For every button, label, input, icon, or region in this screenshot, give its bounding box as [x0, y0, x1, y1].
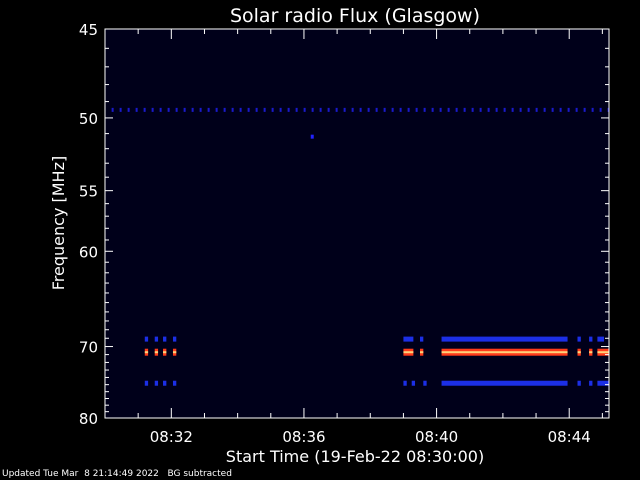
- band-segment: [597, 336, 605, 342]
- band-segment: [163, 380, 167, 386]
- x-ticks: 08:32 08:36 08:40 08:44: [137, 29, 603, 446]
- points-layer: [310, 134, 314, 139]
- band-segment: [154, 336, 159, 342]
- band-segment-core: [403, 351, 414, 354]
- band-segment-core: [577, 351, 581, 354]
- band-segment-core: [441, 351, 568, 354]
- band-segment: [441, 336, 568, 342]
- band-segment-core: [597, 351, 609, 354]
- band-segment: [144, 380, 149, 386]
- band-segment-core: [154, 351, 159, 354]
- band-segment: [589, 380, 593, 386]
- plot-area: [105, 29, 609, 418]
- band-segment: [411, 380, 416, 386]
- band-segment-core: [163, 351, 167, 354]
- band-segment-core: [144, 351, 149, 354]
- y-axis-label: Frequency [MHz]: [49, 156, 68, 290]
- y-tick-label: 80: [79, 410, 98, 428]
- data-point: [310, 134, 314, 139]
- band-segment: [589, 336, 593, 342]
- band-segment: [172, 336, 177, 342]
- y-tick-label: 50: [79, 110, 98, 128]
- band-segment: [423, 380, 427, 386]
- x-tick-label: 08:40: [415, 428, 458, 446]
- band-segment: [420, 336, 424, 342]
- y-tick-label: 45: [79, 21, 98, 39]
- band-segment-core: [172, 351, 177, 354]
- x-tick-label: 08:44: [548, 428, 591, 446]
- band-segment: [144, 336, 149, 342]
- bands-layer: [111, 107, 609, 386]
- x-tick-label: 08:32: [150, 428, 193, 446]
- band-segment-core: [420, 351, 424, 354]
- y-tick-label: 55: [79, 183, 98, 201]
- band-segment: [441, 380, 568, 386]
- chart-title: Solar radio Flux (Glasgow): [230, 5, 480, 27]
- band-segment: [577, 380, 581, 386]
- x-tick-label: 08:36: [282, 428, 325, 446]
- band-segment: [577, 336, 581, 342]
- updated-timestamp: Updated Tue Mar 8 21:14:49 2022: [2, 469, 159, 479]
- y-tick-label: 70: [79, 339, 98, 357]
- band-segment: [403, 336, 414, 342]
- band-segment: [597, 380, 609, 386]
- footer-status: Updated Tue Mar 8 21:14:49 2022 BG subtr…: [2, 469, 232, 479]
- x-axis-label: Start Time (19-Feb-22 08:30:00): [226, 447, 484, 466]
- band-segment: [172, 380, 177, 386]
- plot-frame: [104, 28, 610, 419]
- band-segment: [163, 336, 167, 342]
- band-segment: [154, 380, 159, 386]
- bg-note: BG subtracted: [167, 469, 232, 479]
- band-segment-core: [589, 351, 593, 354]
- band-segment: [403, 380, 407, 386]
- y-tick-label: 60: [79, 243, 98, 261]
- y-ticks: 45 50 55 60 70 80: [79, 21, 609, 428]
